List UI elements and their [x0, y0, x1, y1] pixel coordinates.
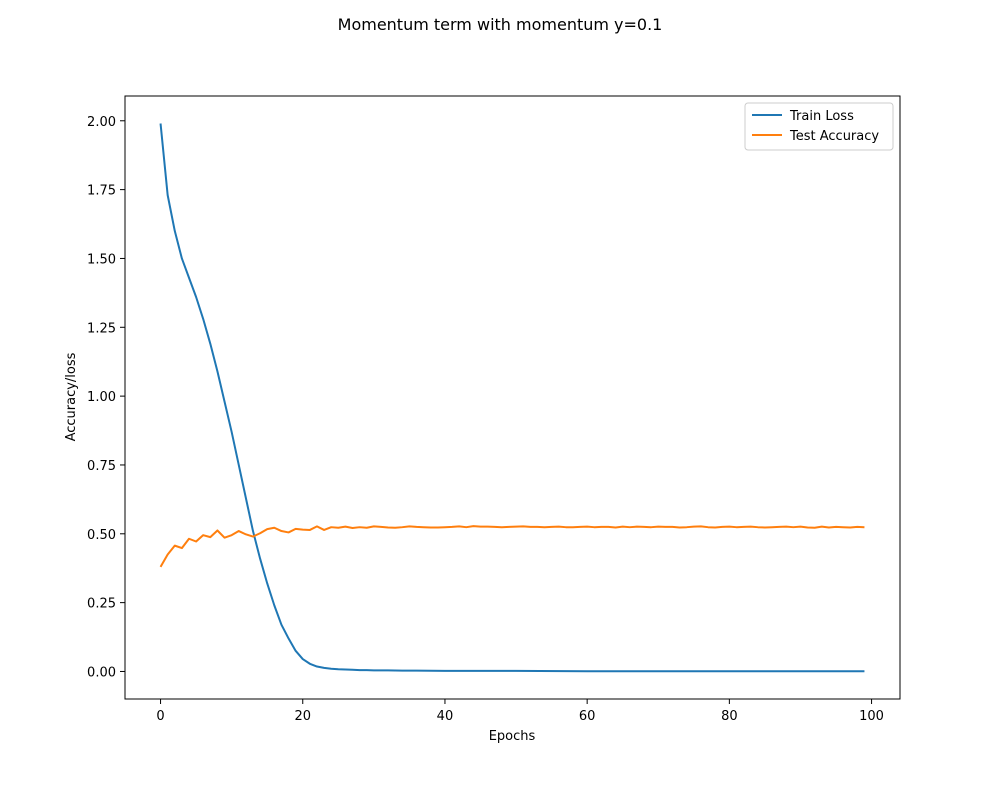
y-tick-label: 0.75 [87, 459, 116, 474]
chart-title: Momentum term with momentum y=0.1 [338, 15, 663, 34]
x-axis-ticks: 0 20 40 60 80 100 [156, 699, 884, 724]
y-tick-label: 1.00 [87, 390, 116, 405]
x-tick-label: 100 [859, 709, 884, 724]
plot-area-frame [124, 95, 901, 700]
y-axis-label: Accuracy/loss [64, 352, 79, 441]
series-line-test-accuracy [159, 525, 865, 568]
legend-label-train-loss: Train Loss [789, 109, 854, 124]
series-line-train-loss [159, 123, 865, 673]
y-tick-label: 1.50 [87, 252, 116, 267]
y-tick-label: 1.75 [87, 184, 116, 199]
y-tick-label: 0.00 [87, 665, 116, 680]
y-tick-label: 0.50 [87, 528, 116, 543]
y-tick-label: 0.25 [87, 597, 116, 612]
y-tick-label: 1.25 [87, 321, 116, 336]
x-tick-label: 80 [721, 709, 738, 724]
x-axis-label: Epochs [489, 729, 536, 744]
y-tick-label: 2.00 [87, 115, 116, 130]
x-tick-label: 0 [156, 709, 164, 724]
x-tick-label: 60 [579, 709, 596, 724]
legend-label-test-accuracy: Test Accuracy [789, 129, 879, 144]
x-tick-label: 20 [294, 709, 311, 724]
x-tick-label: 40 [437, 709, 454, 724]
legend: Train Loss Test Accuracy [744, 102, 894, 151]
plot-lines [159, 123, 865, 673]
y-axis-ticks: 0.00 0.25 0.50 0.75 1.00 1.25 1.50 1.75 2.00 [87, 115, 125, 680]
